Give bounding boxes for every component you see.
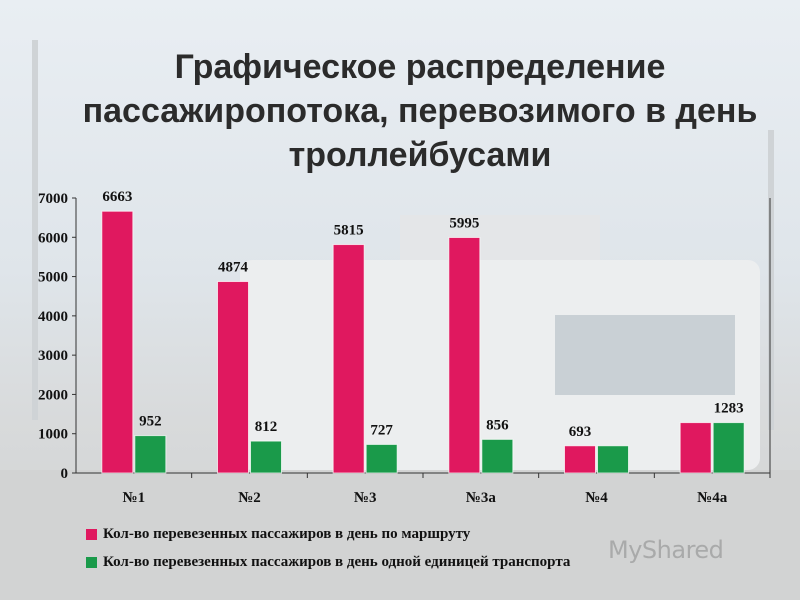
- x-category-label: №3а: [466, 490, 497, 506]
- bar-series-1: [448, 236, 481, 474]
- y-tick-label: 3000: [38, 348, 68, 364]
- bar-series-1: [217, 281, 249, 474]
- x-category-label: №4: [585, 490, 608, 506]
- data-label: 5815: [334, 223, 364, 239]
- x-category-label: №4а: [697, 490, 728, 506]
- data-label: 727: [370, 422, 393, 438]
- chart-legend: Кол-во перевезенных пассажиров в день по…: [86, 520, 766, 576]
- bg-road: [0, 470, 800, 600]
- bar-series-2: [597, 445, 629, 474]
- bar-series-1: [332, 244, 365, 474]
- data-label: 856: [486, 417, 509, 433]
- y-tick-label: 6000: [38, 230, 68, 246]
- bar-series-2: [134, 435, 167, 474]
- legend-item-series-1: Кол-во перевезенных пассажиров в день по…: [86, 520, 766, 548]
- chart-axes: 0 1000 2000 3000 4000 5000 6000 7000 №1 №2 №3 №3а №4…: [38, 191, 771, 506]
- chart-bars: [101, 210, 745, 474]
- data-label: 1283: [714, 401, 744, 417]
- watermark-logo: MyShared: [608, 536, 724, 564]
- legend-label-series-1: Кол-во перевезенных пассажиров в день по…: [103, 525, 471, 542]
- y-tick-label: 1000: [38, 427, 68, 443]
- bar-chart: 0 1000 2000 3000 4000 5000 6000 7000 №1 №2 №3 №3а №4…: [38, 189, 771, 506]
- chart-data-labels: 6663 952 4874 812 5815 727 5995 856 693 1283: [102, 189, 743, 440]
- y-tick-label: 5000: [38, 270, 68, 286]
- title-line-2: пассажиропотока, перевозимого в день: [82, 92, 758, 130]
- legend-item-series-2: Кол-во перевезенных пассажиров в день од…: [86, 548, 766, 576]
- bg-pole-right: [768, 130, 774, 430]
- data-label: 812: [255, 419, 278, 435]
- y-tick-label: 7000: [38, 191, 68, 207]
- chart-title: Графическое распределение пассажиропоток…: [60, 45, 780, 177]
- title-line-3: троллейбусами: [288, 136, 552, 174]
- data-label: 6663: [102, 189, 132, 205]
- bar-series-2: [365, 443, 398, 474]
- data-label: 4874: [218, 260, 249, 276]
- bar-series-1: [564, 445, 596, 474]
- bar-series-1: [101, 210, 134, 474]
- x-category-label: №3: [354, 490, 377, 506]
- title-line-1: Графическое распределение: [174, 48, 666, 86]
- bg-pole: [32, 40, 38, 420]
- y-tick-label: 4000: [38, 309, 68, 325]
- y-tick-label: 0: [61, 466, 69, 482]
- legend-swatch-series-2: [86, 556, 97, 568]
- x-category-label: №2: [238, 490, 261, 506]
- bg-trolleybus-window: [555, 315, 735, 395]
- data-label: 5995: [449, 215, 479, 231]
- y-tick-label: 2000: [38, 387, 68, 403]
- legend-label-series-2: Кол-во перевезенных пассажиров в день од…: [103, 553, 571, 570]
- bar-series-2: [712, 422, 745, 474]
- bar-series-1: [679, 422, 712, 474]
- data-label: 952: [139, 414, 162, 430]
- legend-swatch-series-1: [86, 528, 97, 540]
- bar-series-2: [481, 438, 514, 474]
- data-label: 693: [569, 424, 592, 440]
- bar-series-2: [250, 440, 282, 474]
- x-category-label: №1: [123, 490, 146, 506]
